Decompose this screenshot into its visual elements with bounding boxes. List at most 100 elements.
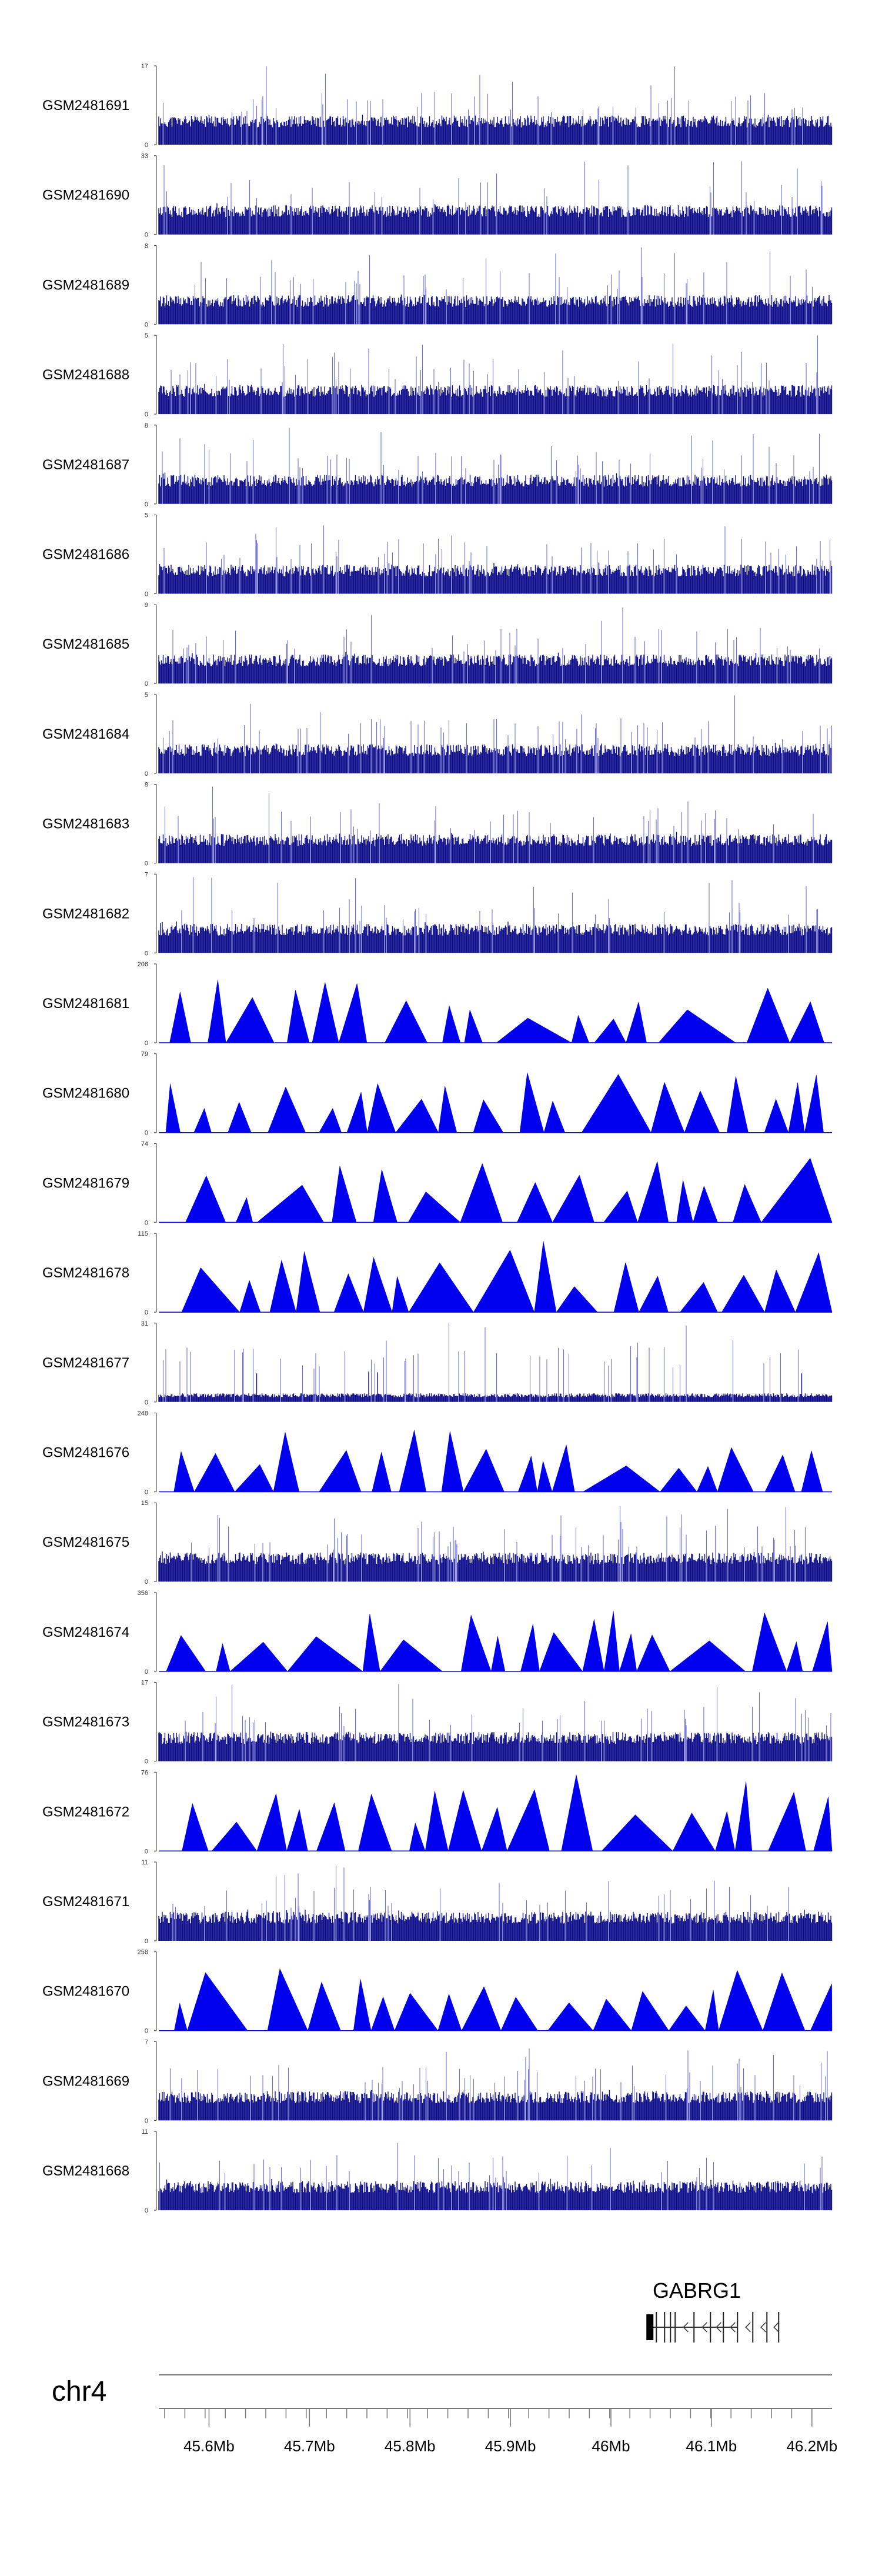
y-max-label: 7 bbox=[145, 871, 148, 878]
track-label: GSM2481669 bbox=[42, 2073, 129, 2089]
strand-arrow bbox=[730, 2322, 736, 2333]
x-tick-label: 46.1Mb bbox=[686, 2437, 737, 2455]
signal-peaks bbox=[173, 1968, 833, 2031]
y-min-label: 0 bbox=[145, 1489, 148, 1496]
signal-peaks bbox=[181, 877, 818, 953]
y-max-label: 15 bbox=[141, 1500, 148, 1507]
track-label: GSM2481688 bbox=[42, 367, 129, 383]
y-min-label: 0 bbox=[145, 1938, 148, 1945]
y-min-label: 0 bbox=[145, 411, 148, 418]
signal-peaks bbox=[159, 2143, 823, 2211]
y-min-label: 0 bbox=[145, 1579, 148, 1586]
track-label: GSM2481676 bbox=[42, 1445, 129, 1461]
signal-peaks bbox=[169, 979, 824, 1043]
track-GSM2481686: GSM2481686 5 0 bbox=[42, 512, 833, 598]
y-max-label: 76 bbox=[141, 1769, 148, 1776]
y-min-label: 0 bbox=[145, 1669, 148, 1676]
signal-peaks bbox=[162, 1323, 799, 1402]
y-min-label: 0 bbox=[145, 1219, 148, 1226]
track-label: GSM2481684 bbox=[42, 726, 129, 742]
track-GSM2481683: GSM2481683 8 0 bbox=[42, 782, 833, 867]
signal-peaks bbox=[162, 66, 803, 145]
track-GSM2481685: GSM2481685 9 0 bbox=[42, 602, 833, 688]
y-min-label: 0 bbox=[145, 2207, 148, 2214]
track-GSM2481674: GSM2481674 356 0 bbox=[42, 1590, 833, 1676]
strand-arrow bbox=[701, 2322, 707, 2333]
track-label: GSM2481678 bbox=[42, 1265, 129, 1281]
y-max-label: 9 bbox=[145, 602, 148, 609]
track-label: GSM2481675 bbox=[42, 1534, 129, 1550]
track-GSM2481687: GSM2481687 8 0 bbox=[42, 422, 833, 508]
gene-exon bbox=[646, 2314, 654, 2340]
gene-annotation-track: GABRG1 bbox=[646, 2278, 780, 2343]
axis-ticks: 45.6Mb 45.7Mb 45.8Mb 45.9Mb 46Mb 46.1Mb 46.2Mb bbox=[164, 2408, 837, 2455]
signal-peaks bbox=[162, 428, 820, 504]
track-label: GSM2481673 bbox=[42, 1714, 129, 1730]
y-max-label: 31 bbox=[141, 1320, 148, 1327]
y-min-label: 0 bbox=[145, 321, 148, 328]
signal-peaks bbox=[172, 607, 820, 684]
gene-model bbox=[646, 2312, 780, 2343]
y-max-label: 5 bbox=[145, 512, 148, 519]
y-max-label: 7 bbox=[145, 2038, 148, 2046]
y-max-label: 17 bbox=[141, 63, 148, 70]
y-max-label: 8 bbox=[145, 782, 148, 789]
signal-peaks bbox=[169, 2048, 828, 2121]
y-max-label: 248 bbox=[138, 1410, 148, 1417]
track-label: GSM2481668 bbox=[42, 2163, 129, 2179]
y-max-label: 8 bbox=[145, 422, 148, 429]
track-GSM2481676: GSM2481676 248 0 bbox=[42, 1410, 832, 1496]
y-max-label: 74 bbox=[141, 1140, 148, 1147]
y-max-label: 115 bbox=[138, 1230, 148, 1237]
track-GSM2481688: GSM2481688 5 0 bbox=[42, 332, 833, 418]
track-GSM2481668: GSM2481668 11 0 bbox=[42, 2128, 833, 2214]
track-GSM2481671: GSM2481671 11 0 bbox=[42, 1859, 833, 1945]
track-label: GSM2481685 bbox=[42, 636, 129, 652]
y-min-label: 0 bbox=[145, 1759, 148, 1766]
x-tick-label: 46Mb bbox=[592, 2437, 630, 2455]
y-min-label: 0 bbox=[145, 1040, 148, 1047]
track-label: GSM2481672 bbox=[42, 1804, 129, 1820]
signal-peaks bbox=[171, 335, 818, 415]
track-label: GSM2481681 bbox=[42, 996, 129, 1012]
track-GSM2481690: GSM2481690 33 0 bbox=[42, 153, 833, 239]
y-min-label: 0 bbox=[145, 591, 148, 598]
y-min-label: 0 bbox=[145, 1130, 148, 1137]
y-min-label: 0 bbox=[145, 232, 148, 239]
signal-peaks bbox=[165, 1072, 824, 1133]
x-tick-label: 45.9Mb bbox=[485, 2437, 536, 2455]
signal-area bbox=[158, 562, 833, 594]
track-label: GSM2481687 bbox=[42, 457, 129, 473]
track-GSM2481669: GSM2481669 7 0 bbox=[42, 2038, 833, 2124]
y-min-label: 0 bbox=[145, 770, 148, 778]
signal-area bbox=[158, 652, 833, 684]
track-GSM2481691: GSM2481691 17 0 bbox=[42, 63, 833, 149]
signal-area bbox=[158, 472, 833, 504]
signal-area bbox=[158, 203, 833, 235]
track-label: GSM2481686 bbox=[42, 547, 129, 563]
track-GSM2481673: GSM2481673 17 0 bbox=[42, 1680, 833, 1766]
signal-peaks bbox=[194, 247, 813, 325]
strand-arrow bbox=[773, 2322, 779, 2333]
y-min-label: 0 bbox=[145, 501, 148, 508]
signal-peaks bbox=[166, 1611, 833, 1672]
y-min-label: 0 bbox=[145, 950, 148, 957]
track-label: GSM2481670 bbox=[42, 1984, 129, 2000]
signal-area bbox=[158, 1551, 833, 1582]
track-GSM2481672: GSM2481672 76 0 bbox=[42, 1769, 833, 1855]
chromosome-label: chr4 bbox=[52, 2376, 106, 2407]
track-GSM2481679: GSM2481679 74 0 bbox=[42, 1140, 833, 1226]
y-min-label: 0 bbox=[145, 2028, 148, 2035]
signal-area bbox=[158, 832, 833, 863]
y-max-label: 5 bbox=[145, 332, 148, 339]
signal-peaks bbox=[191, 1506, 806, 1582]
track-label: GSM2481689 bbox=[42, 277, 129, 293]
track-label: GSM2481671 bbox=[42, 1894, 129, 1910]
strand-arrow bbox=[745, 2322, 751, 2333]
y-min-label: 0 bbox=[145, 680, 148, 688]
signal-peaks bbox=[172, 1866, 789, 1941]
track-GSM2481675: GSM2481675 15 0 bbox=[42, 1500, 833, 1586]
signal-peaks bbox=[173, 1430, 823, 1492]
y-max-label: 8 bbox=[145, 242, 148, 249]
